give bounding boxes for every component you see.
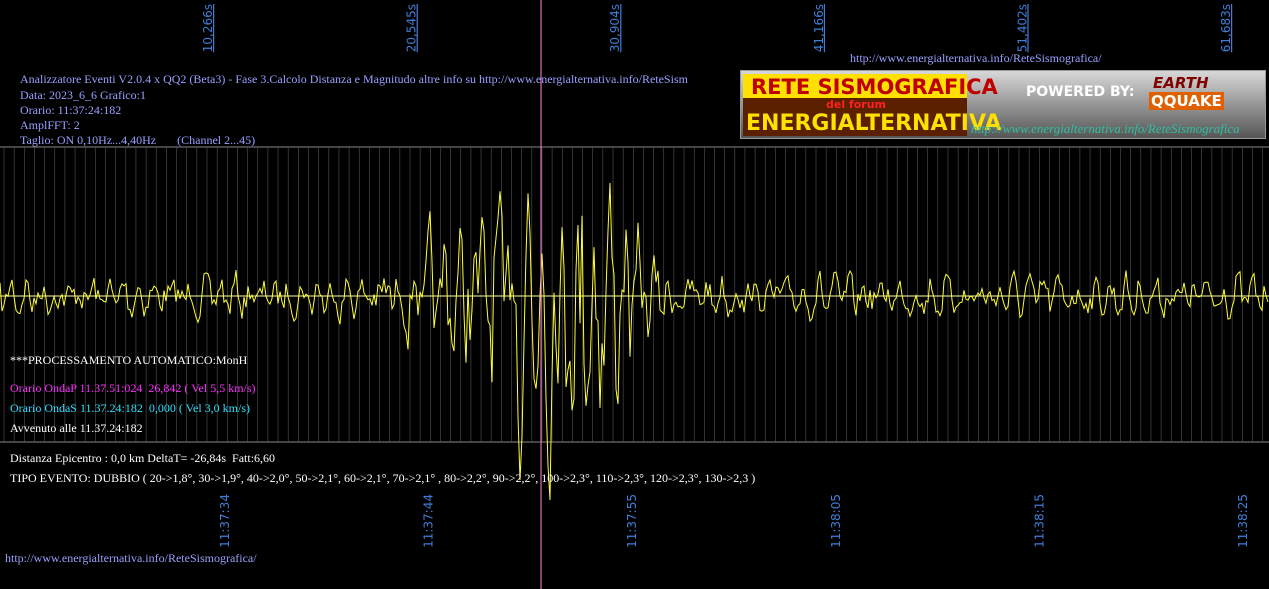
top-tick-label: 61,683s <box>1219 4 1233 52</box>
info-line: Analizzatore Eventi V2.0.4 x QQ2 (Beta3)… <box>20 72 688 86</box>
top-tick-label: 41,166s <box>812 4 826 52</box>
top-tick-label: 51,402s <box>1015 4 1029 52</box>
top-tick-label: 30,904s <box>608 4 622 52</box>
distance: Distanza Epicentro : 0,0 km DeltaT= -26,… <box>10 451 276 465</box>
logo-powered: POWERED BY: <box>1026 84 1135 100</box>
bottom-tick-label: 11:38:15 <box>1032 494 1046 548</box>
logo: RETE SISMOGRAFICA del forum ENERGIALTERN… <box>740 70 1266 139</box>
bottom-tick-label: 11:37:55 <box>625 494 639 548</box>
logo-brand: QQUAKE <box>1149 92 1224 110</box>
logo-title: RETE SISMOGRAFICA <box>751 75 998 99</box>
event-time: Avvenuto alle 11.37.24:182 <box>10 421 143 435</box>
top-tick-label: 20,545s <box>405 4 419 52</box>
logo-url: http://www.energialternativa.info/ReteSi… <box>971 121 1240 136</box>
top-tick-label: 10,266s <box>201 4 215 52</box>
footer-url: http://www.energialternativa.info/ReteSi… <box>5 551 257 565</box>
logo-subtitle: del forum <box>826 98 886 111</box>
bottom-tick-label: 11:37:34 <box>218 494 232 548</box>
onda-p: Orario OndaP 11.37.51:024 26,842 ( Vel 5… <box>10 381 256 395</box>
waveform <box>0 182 1269 501</box>
event-type: TIPO EVENTO: DUBBIO ( 20->1,8°, 30->1,9°… <box>10 471 756 485</box>
info-line: Data: 2023_6_6 Grafico:1 <box>20 88 146 102</box>
logo-name: ENERGIALTERNATIVA <box>746 111 1002 136</box>
bottom-tick-label: 11:38:25 <box>1236 494 1250 548</box>
logo-brand: EARTH <box>1153 74 1209 92</box>
logo-band <box>743 98 967 136</box>
bottom-tick-label: 11:38:05 <box>829 494 843 548</box>
bottom-tick-label: 11:37:44 <box>422 494 436 548</box>
header-url: http://www.energialternativa.info/ReteSi… <box>850 51 1102 65</box>
onda-s: Orario OndaS 11.37.24:182 0,000 ( Vel 3,… <box>10 401 250 415</box>
info-line: Orario: 11:37:24:182 <box>20 103 122 117</box>
info-line: AmplFFT: 2 <box>20 118 80 132</box>
logo-band <box>743 74 967 98</box>
info-line: Taglio: ON 0,10Hz...4,40Hz (Channel 2...… <box>20 133 256 147</box>
processing-title: ***PROCESSAMENTO AUTOMATICO:MonH <box>10 353 248 367</box>
